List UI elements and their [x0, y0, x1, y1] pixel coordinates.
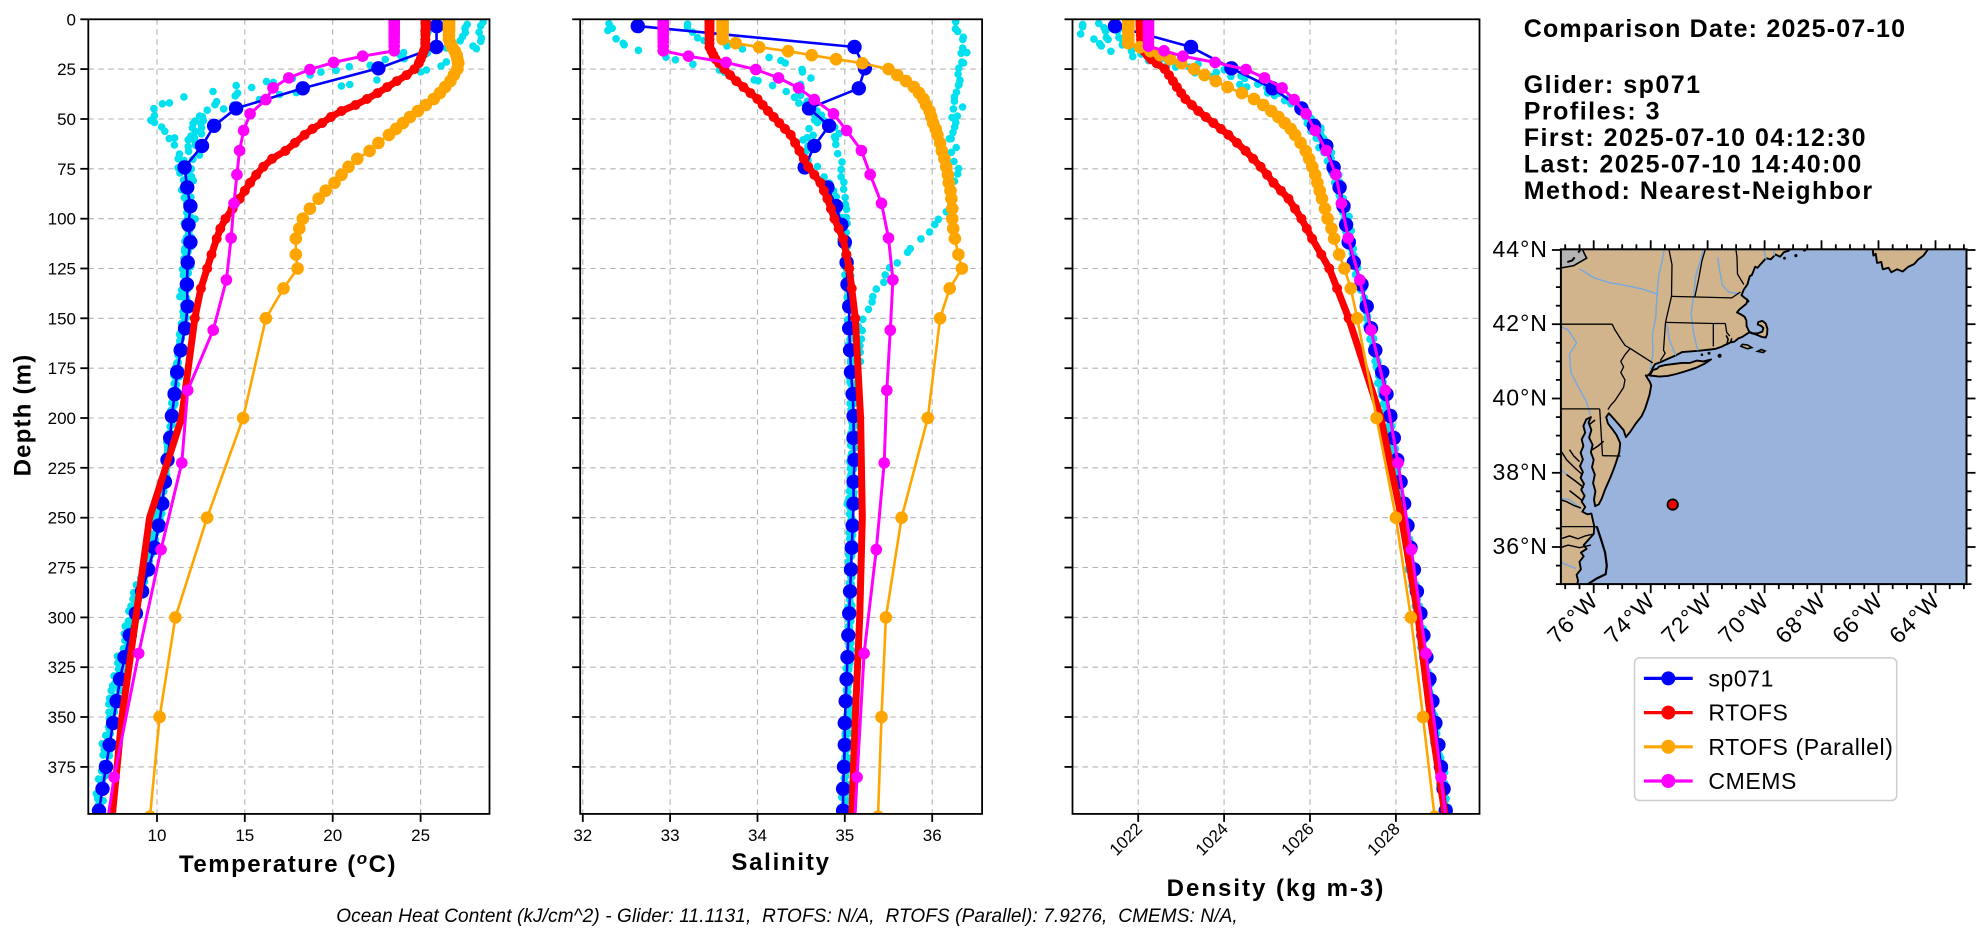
svg-text:Profiles: 3: Profiles: 3	[1524, 98, 1661, 126]
svg-text:32: 32	[573, 826, 592, 845]
svg-text:First: 2025-07-10 04:12:30: First: 2025-07-10 04:12:30	[1524, 124, 1867, 152]
svg-text:125: 125	[48, 260, 76, 279]
svg-text:Glider: sp071: Glider: sp071	[1524, 71, 1702, 99]
svg-text:Comparison Date: 2025-07-10: Comparison Date: 2025-07-10	[1524, 15, 1907, 43]
svg-text:36°N: 36°N	[1493, 533, 1548, 559]
svg-text:40°N: 40°N	[1493, 385, 1548, 411]
svg-text:10: 10	[148, 826, 167, 845]
svg-text:175: 175	[48, 359, 76, 378]
svg-text:25: 25	[411, 826, 430, 845]
svg-text:200: 200	[48, 409, 76, 428]
svg-text:150: 150	[48, 309, 76, 328]
svg-text:Salinity: Salinity	[731, 849, 830, 876]
svg-text:375: 375	[48, 758, 76, 777]
svg-text:36: 36	[923, 826, 942, 845]
svg-text:Density (kg m-3): Density (kg m-3)	[1167, 875, 1386, 902]
svg-text:38°N: 38°N	[1493, 459, 1548, 485]
svg-text:275: 275	[48, 559, 76, 578]
svg-text:15: 15	[235, 826, 254, 845]
svg-text:300: 300	[48, 608, 76, 627]
svg-text:20: 20	[323, 826, 342, 845]
svg-text:325: 325	[48, 658, 76, 677]
svg-text:42°N: 42°N	[1493, 310, 1548, 336]
svg-text:CMEMS: CMEMS	[1708, 768, 1797, 794]
svg-text:50: 50	[57, 110, 76, 129]
svg-text:33: 33	[661, 826, 680, 845]
svg-text:350: 350	[48, 708, 76, 727]
svg-text:25: 25	[57, 60, 76, 79]
svg-text:100: 100	[48, 210, 76, 229]
svg-text:35: 35	[835, 826, 854, 845]
svg-text:RTOFS: RTOFS	[1708, 700, 1788, 726]
svg-text:34: 34	[748, 826, 767, 845]
svg-text:sp071: sp071	[1708, 665, 1774, 691]
svg-text:225: 225	[48, 459, 76, 478]
svg-text:250: 250	[48, 509, 76, 528]
svg-text:75: 75	[57, 160, 76, 179]
svg-text:Depth (m): Depth (m)	[10, 354, 37, 477]
svg-text:Ocean Heat Content (kJ/cm^2) -: Ocean Heat Content (kJ/cm^2) - Glider: 1…	[336, 906, 1238, 927]
svg-text:RTOFS (Parallel): RTOFS (Parallel)	[1708, 734, 1893, 760]
svg-text:44°N: 44°N	[1493, 236, 1548, 262]
svg-text:Method: Nearest-Neighbor: Method: Nearest-Neighbor	[1524, 177, 1874, 205]
svg-text:Last: 2025-07-10 14:40:00: Last: 2025-07-10 14:40:00	[1524, 151, 1863, 179]
svg-text:0: 0	[67, 10, 76, 29]
